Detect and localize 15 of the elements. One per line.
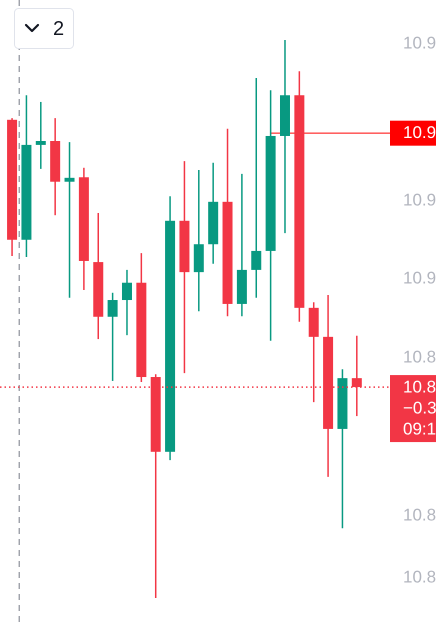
candlestick (64, 141, 75, 299)
annotation: 2 (53, 18, 64, 40)
text: 10.9 (403, 34, 436, 52)
text: 10.9 (403, 190, 436, 210)
candlestick (36, 101, 46, 170)
text: 10.8 (403, 348, 436, 366)
collapse-button: 2 (14, 8, 74, 49)
text: 10.9 (403, 123, 436, 142)
candlestick (108, 292, 118, 382)
text: 10.9 (403, 268, 436, 288)
text: 10.8 (403, 506, 436, 524)
candlestick (122, 269, 132, 336)
text: 10.8 −0.3 09:1 (403, 378, 436, 439)
candlestick (251, 77, 262, 299)
text: 10.8 (403, 568, 436, 586)
